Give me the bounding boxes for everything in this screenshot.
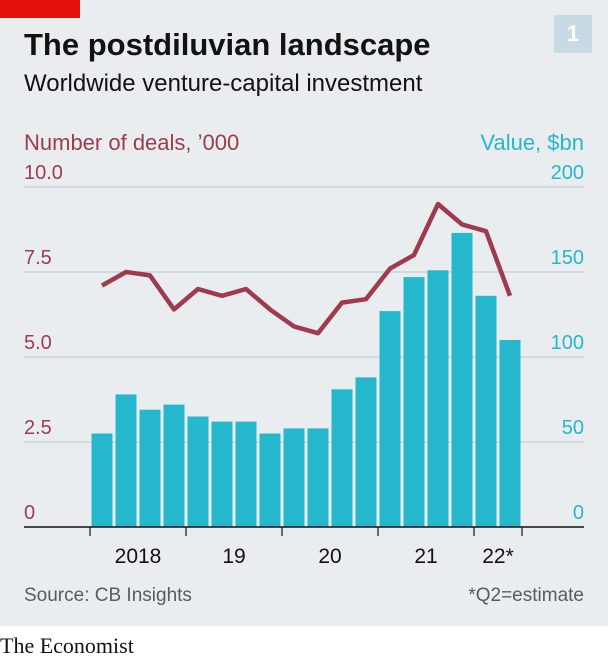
left-tick-label: 10.0 [24, 162, 63, 184]
value-bar [451, 232, 473, 527]
chart-subtitle: Worldwide venture-capital investment [24, 70, 423, 97]
chart-title: The postdiluvian landscape [24, 27, 431, 62]
right-tick-label: 150 [551, 247, 584, 269]
right-tick-label: 100 [551, 332, 584, 354]
value-bar [307, 428, 329, 527]
value-bar [211, 421, 233, 527]
value-bar [403, 277, 425, 527]
x-tick-label: 22* [482, 545, 514, 568]
left-tick-label: 7.5 [24, 247, 52, 269]
x-tick-label: 21 [414, 545, 437, 568]
value-bar [115, 394, 137, 527]
value-bar [187, 416, 209, 527]
value-bar [259, 433, 281, 527]
value-bar [235, 421, 257, 527]
chart-number-badge: 1 [554, 15, 592, 53]
value-bar [355, 377, 377, 527]
x-tick-label: 19 [222, 545, 245, 568]
value-bar [427, 270, 449, 527]
value-bar [163, 404, 185, 527]
right-tick-label: 0 [573, 502, 584, 524]
chart-card: 1 The postdiluvian landscape Worldwide v… [0, 0, 608, 626]
value-bar [283, 428, 305, 527]
footnote: *Q2=estimate [468, 585, 584, 606]
x-tick-label: 20 [318, 545, 341, 568]
value-bar [91, 433, 113, 527]
left-tick-label: 2.5 [24, 417, 52, 439]
right-axis-title: Value, $bn [480, 130, 584, 155]
left-tick-label: 5.0 [24, 332, 52, 354]
publisher-brand: The Economist [0, 633, 134, 658]
left-tick-label: 0 [24, 502, 35, 524]
left-axis-title: Number of deals, ’000 [24, 130, 240, 155]
x-tick-label: 2018 [115, 545, 162, 568]
brand-red-tab [0, 0, 80, 18]
chart-plot: 10.0 200 7.5 150 5.0 100 2.5 50 0 0 2018 19 20 21 22* [24, 162, 584, 568]
value-bar [379, 311, 401, 527]
source-note: Source: CB Insights [24, 585, 192, 606]
value-bar [475, 295, 497, 527]
value-bar [331, 389, 353, 527]
right-tick-label: 50 [562, 417, 584, 439]
value-bar [139, 409, 161, 527]
value-bar [499, 340, 521, 527]
right-tick-label: 200 [551, 162, 584, 184]
deals-line [100, 201, 513, 336]
